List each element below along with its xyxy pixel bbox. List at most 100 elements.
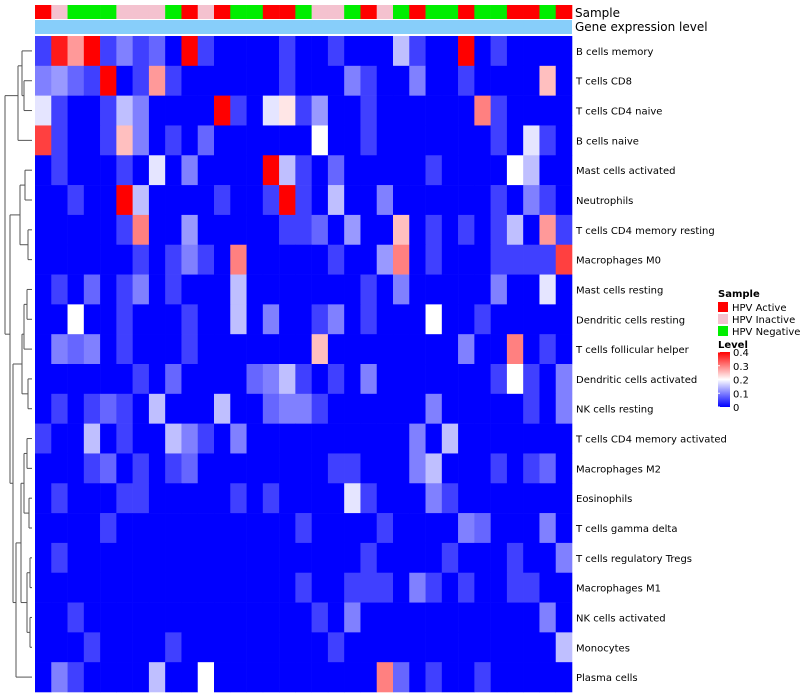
row-label: NK cells activated [576,613,666,624]
heatmap-cell [344,662,361,693]
heatmap-cell [67,602,85,633]
level-legend-tick-label: 0.3 [733,362,749,373]
heatmap-cell [132,423,150,454]
annotation-label-gene-expression: Gene expression level [575,20,708,34]
heatmap-cell [474,244,491,275]
heatmap-cell [523,423,540,454]
sample-annotation-cell [376,5,394,19]
heatmap-cell [506,274,524,305]
heatmap-cell [230,65,247,96]
heatmap-cell [116,453,133,484]
heatmap-cell [409,244,426,275]
sample-annotation-cell [523,5,540,19]
heatmap-cell [393,155,410,186]
heatmap-cell [490,125,508,156]
heatmap-cell [214,274,231,305]
heatmap-cell [344,274,361,305]
heatmap-cell [458,632,475,663]
heatmap-cell [214,334,231,365]
heatmap-cell [279,632,296,663]
row-label: NK cells resting [576,405,653,416]
heatmap-cell [295,662,312,693]
heatmap-cell [83,95,101,126]
heatmap-cell [311,125,329,156]
heatmap-cell [311,244,329,275]
level-legend-tick-label: 0.2 [733,376,749,387]
heatmap-cell [262,453,280,484]
heatmap-cell [116,36,133,67]
heatmap-cell [116,483,133,514]
heatmap-cell [214,364,231,395]
heatmap-cell [490,36,508,67]
heatmap-cell [327,214,345,246]
heatmap-cell [506,125,524,156]
heatmap-cell [490,274,508,305]
heatmap-cell [409,95,426,126]
heatmap-cell [441,304,459,335]
heatmap-cell [181,453,199,484]
heatmap-cell [376,542,394,574]
heatmap-cell [148,662,166,693]
heatmap-cell [148,274,166,305]
heatmap-cell [51,453,68,484]
heatmap-cell [474,423,491,454]
heatmap-cell [474,483,491,514]
heatmap-cell [555,364,573,395]
heatmap-cell [360,65,378,96]
heatmap-cell [441,65,459,96]
heatmap-cell [311,65,329,96]
heatmap-cell [51,483,68,514]
row-label: B cells memory [576,47,653,58]
heatmap-cell [116,274,133,305]
heatmap-cell [393,364,410,395]
heatmap-cell [490,572,508,603]
sample-annotation-cell [51,5,68,19]
heatmap-cell [425,542,443,574]
heatmap-cell [458,483,475,514]
heatmap-cell [279,602,296,633]
heatmap-cell [409,393,426,424]
heatmap-cell [425,602,443,633]
heatmap-cell [35,364,52,395]
row-label: T cells gamma delta [575,524,677,535]
heatmap-cell [409,602,426,633]
heatmap-cell [148,632,166,663]
heatmap-cell [490,214,508,246]
heatmap-cell [197,513,215,544]
heatmap-cell [441,95,459,126]
heatmap-cell [327,602,345,633]
heatmap-cell [393,244,410,275]
row-label: Monocytes [576,643,630,654]
heatmap-cell [35,36,52,67]
heatmap-cell [214,65,231,96]
heatmap-cell [83,662,101,693]
heatmap-cell [458,572,475,603]
heatmap-cell [116,65,133,96]
heatmap-cell [360,214,378,246]
heatmap-cell [279,65,296,96]
heatmap-cell [490,483,508,514]
heatmap-cell [311,513,329,544]
sample-annotation-cell [425,5,443,19]
heatmap-cell [506,662,524,693]
heatmap-cell [458,393,475,424]
heatmap-cell [35,423,52,454]
heatmap-cell [181,393,199,424]
heatmap-cell [181,483,199,514]
heatmap-cell [214,513,231,544]
heatmap-cell [523,483,540,514]
heatmap-cell [393,572,410,603]
heatmap-cell [279,662,296,693]
heatmap-cell [555,542,573,574]
heatmap-cell [458,334,475,365]
heatmap-cell [181,334,199,365]
heatmap-cell [35,65,52,96]
heatmap-cell [376,483,394,514]
heatmap-cell [83,304,101,335]
heatmap-cell [100,602,117,633]
heatmap-cell [490,453,508,484]
heatmap-cell [555,513,573,544]
heatmap-cell [67,185,85,216]
heatmap-cell [230,334,247,365]
heatmap-cell [100,36,117,67]
